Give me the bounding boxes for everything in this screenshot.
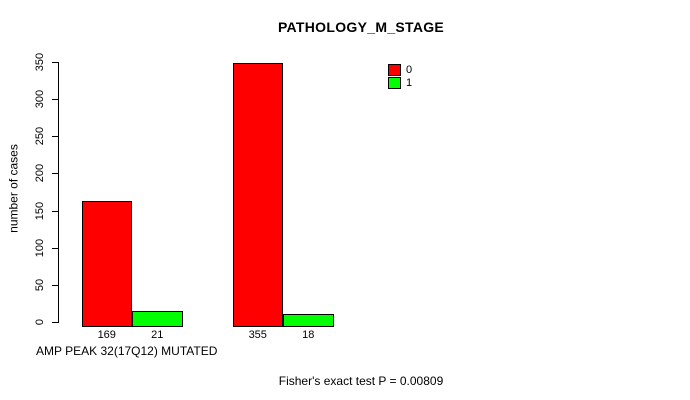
x-axis-label: AMP PEAK 32(17Q12) MUTATED [36, 344, 218, 358]
y-axis-tick-label: 0 [34, 318, 46, 326]
chart-title: PATHOLOGY_M_STAGE [277, 19, 445, 35]
y-axis-tick-label: 150 [34, 201, 46, 220]
legend-swatch-green [388, 77, 401, 89]
legend-item-0: 0 [388, 64, 412, 76]
y-axis-label: number of cases [6, 144, 21, 233]
legend-swatch-red [388, 64, 401, 76]
y-axis-tick [52, 173, 58, 175]
y-axis-tick-label: 100 [34, 238, 46, 257]
legend: 0 1 [388, 64, 412, 90]
y-axis-line [58, 62, 59, 323]
bar-series-0-group-2 [232, 63, 283, 327]
y-axis-tick [52, 284, 58, 286]
y-axis-tick-label: 50 [34, 278, 46, 291]
y-axis-tick [52, 99, 58, 101]
bar-series-1-group-1 [132, 311, 183, 327]
y-axis-tick-label: 300 [34, 89, 46, 109]
bar-value-label: 355 [248, 329, 267, 341]
y-axis-tick [52, 322, 58, 323]
y-axis-tick-label: 200 [34, 164, 46, 183]
bar-value-label: 169 [97, 329, 116, 341]
legend-item-1: 1 [388, 77, 412, 89]
bar-value-label: 18 [302, 329, 315, 341]
bar-series-1-group-2 [283, 314, 334, 327]
y-axis-tick-label: 350 [34, 52, 46, 72]
y-axis-tick [52, 62, 58, 63]
y-axis-tick [52, 210, 58, 212]
bar-series-0-group-1 [81, 201, 132, 327]
y-axis-tick [52, 136, 58, 138]
annotation-text: Fisher's exact test P = 0.00809 [278, 374, 444, 388]
bar-value-label: 21 [151, 329, 164, 341]
legend-label-1: 1 [406, 77, 413, 89]
y-axis-tick [52, 247, 58, 249]
y-axis-tick-label: 250 [34, 127, 46, 146]
legend-label-0: 0 [406, 64, 413, 76]
